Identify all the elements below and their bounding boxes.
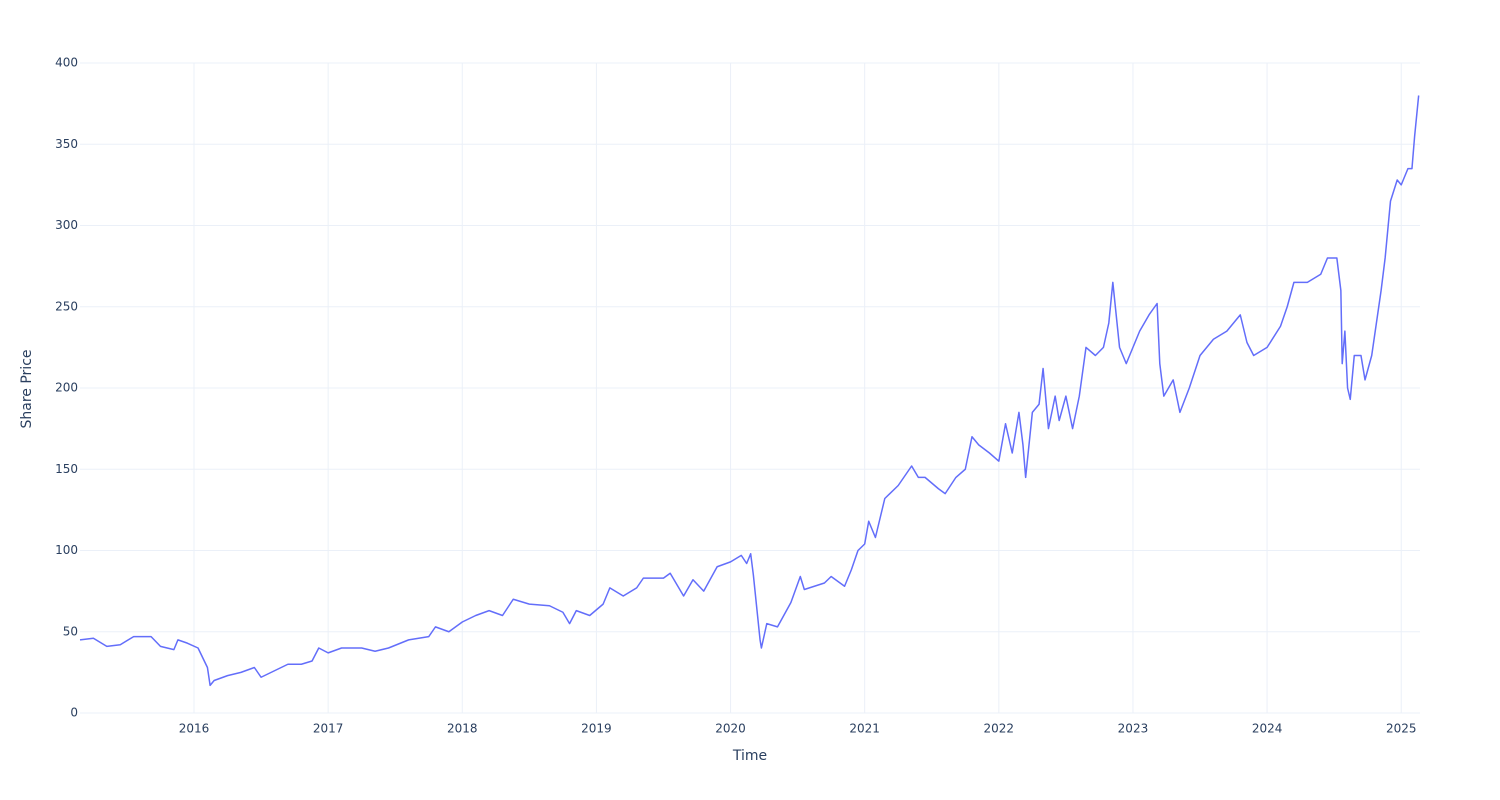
x-axis-title: Time xyxy=(732,748,767,764)
x-tick-label: 2018 xyxy=(447,722,478,736)
x-tick-label: 2023 xyxy=(1118,722,1149,736)
y-tick-label: 300 xyxy=(55,218,78,232)
y-tick-label: 400 xyxy=(55,56,78,70)
y-axis-title: Share Price xyxy=(19,349,35,428)
y-tick-label: 0 xyxy=(70,706,78,720)
x-tick-label: 2017 xyxy=(313,722,344,736)
x-tick-label: 2022 xyxy=(984,722,1015,736)
x-tick-label: 2021 xyxy=(849,722,880,736)
x-tick-label: 2016 xyxy=(179,722,210,736)
x-tick-label: 2020 xyxy=(715,722,746,736)
x-tick-label: 2019 xyxy=(581,722,612,736)
y-tick-label: 50 xyxy=(63,624,78,638)
y-tick-label: 150 xyxy=(55,462,78,476)
y-tick-label: 100 xyxy=(55,543,78,557)
y-tick-label: 350 xyxy=(55,137,78,151)
price-line xyxy=(79,95,1420,687)
x-tick-label: 2024 xyxy=(1252,722,1283,736)
x-tick-label: 2025 xyxy=(1386,722,1417,736)
y-tick-label: 200 xyxy=(55,381,78,395)
y-tick-label: 250 xyxy=(55,299,78,313)
